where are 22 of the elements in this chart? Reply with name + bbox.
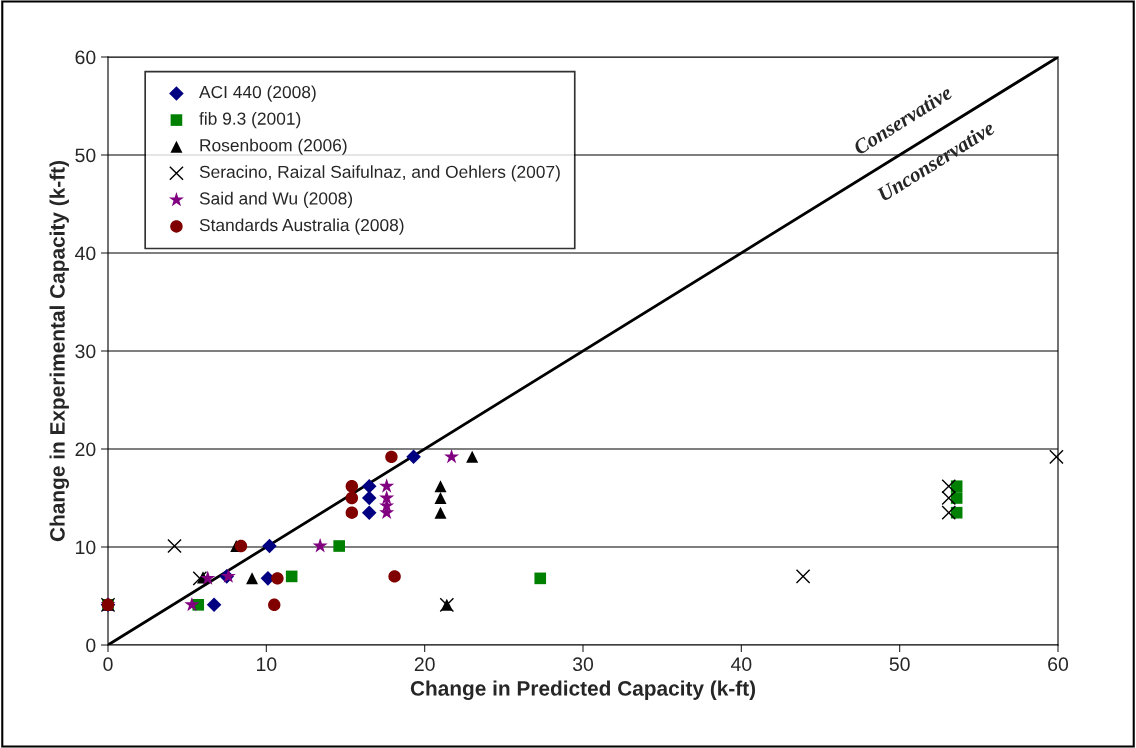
x-tick-label: 60 (1048, 657, 1069, 672)
x-tick-label: 30 (572, 657, 594, 672)
x-tick-label: 20 (414, 657, 435, 672)
y-tick-label: 50 (75, 148, 96, 163)
y-tick-label: 60 (75, 50, 96, 65)
y-tick-label: 40 (75, 246, 96, 261)
legend-label: Rosenboom (2006) (200, 138, 347, 155)
y-axis-title: Change in Experimental Capacity (k-ft) (49, 161, 70, 542)
y-tick-label: 20 (75, 442, 96, 457)
x-tick-label: 0 (103, 657, 113, 672)
legend-label: Seracino, Raizal Saifulnaz, and Oehlers (2007) (199, 165, 560, 182)
legend-label: Standards Australia (2008) (199, 218, 404, 235)
x-tick-label: 10 (257, 657, 277, 672)
y-tick-label: 0 (86, 638, 96, 653)
legend-label: fib 9.3 (2001) (199, 112, 301, 129)
x-tick-label: 50 (889, 657, 910, 672)
x-tick-label: 40 (730, 657, 752, 672)
y-tick-label: 30 (75, 344, 96, 359)
legend-label: Said and Wu (2008) (199, 191, 353, 209)
legend-label: ACI 440 (2008) (199, 85, 316, 102)
x-axis-title: Change in Predicted Capacity (k-ft) (410, 680, 756, 700)
y-tick-label: 10 (76, 540, 96, 555)
